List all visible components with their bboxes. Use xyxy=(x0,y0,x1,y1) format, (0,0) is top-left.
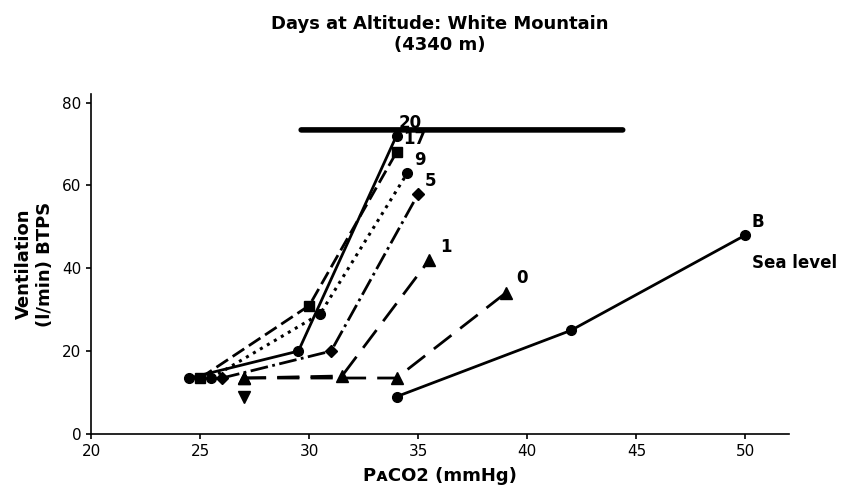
Title: Days at Altitude: White Mountain
(4340 m): Days at Altitude: White Mountain (4340 m… xyxy=(271,15,608,54)
Text: Sea level: Sea level xyxy=(751,254,836,272)
Text: 1: 1 xyxy=(439,238,451,256)
Text: 17: 17 xyxy=(403,130,426,148)
X-axis label: PᴀCO2 (mmHg): PᴀCO2 (mmHg) xyxy=(363,467,516,485)
Y-axis label: Ventilation
(l/min) BTPS: Ventilation (l/min) BTPS xyxy=(15,202,54,326)
Text: 5: 5 xyxy=(425,172,436,190)
Text: 9: 9 xyxy=(414,151,425,169)
Text: 0: 0 xyxy=(516,269,527,287)
Text: B: B xyxy=(751,213,763,231)
Text: 20: 20 xyxy=(398,114,421,132)
